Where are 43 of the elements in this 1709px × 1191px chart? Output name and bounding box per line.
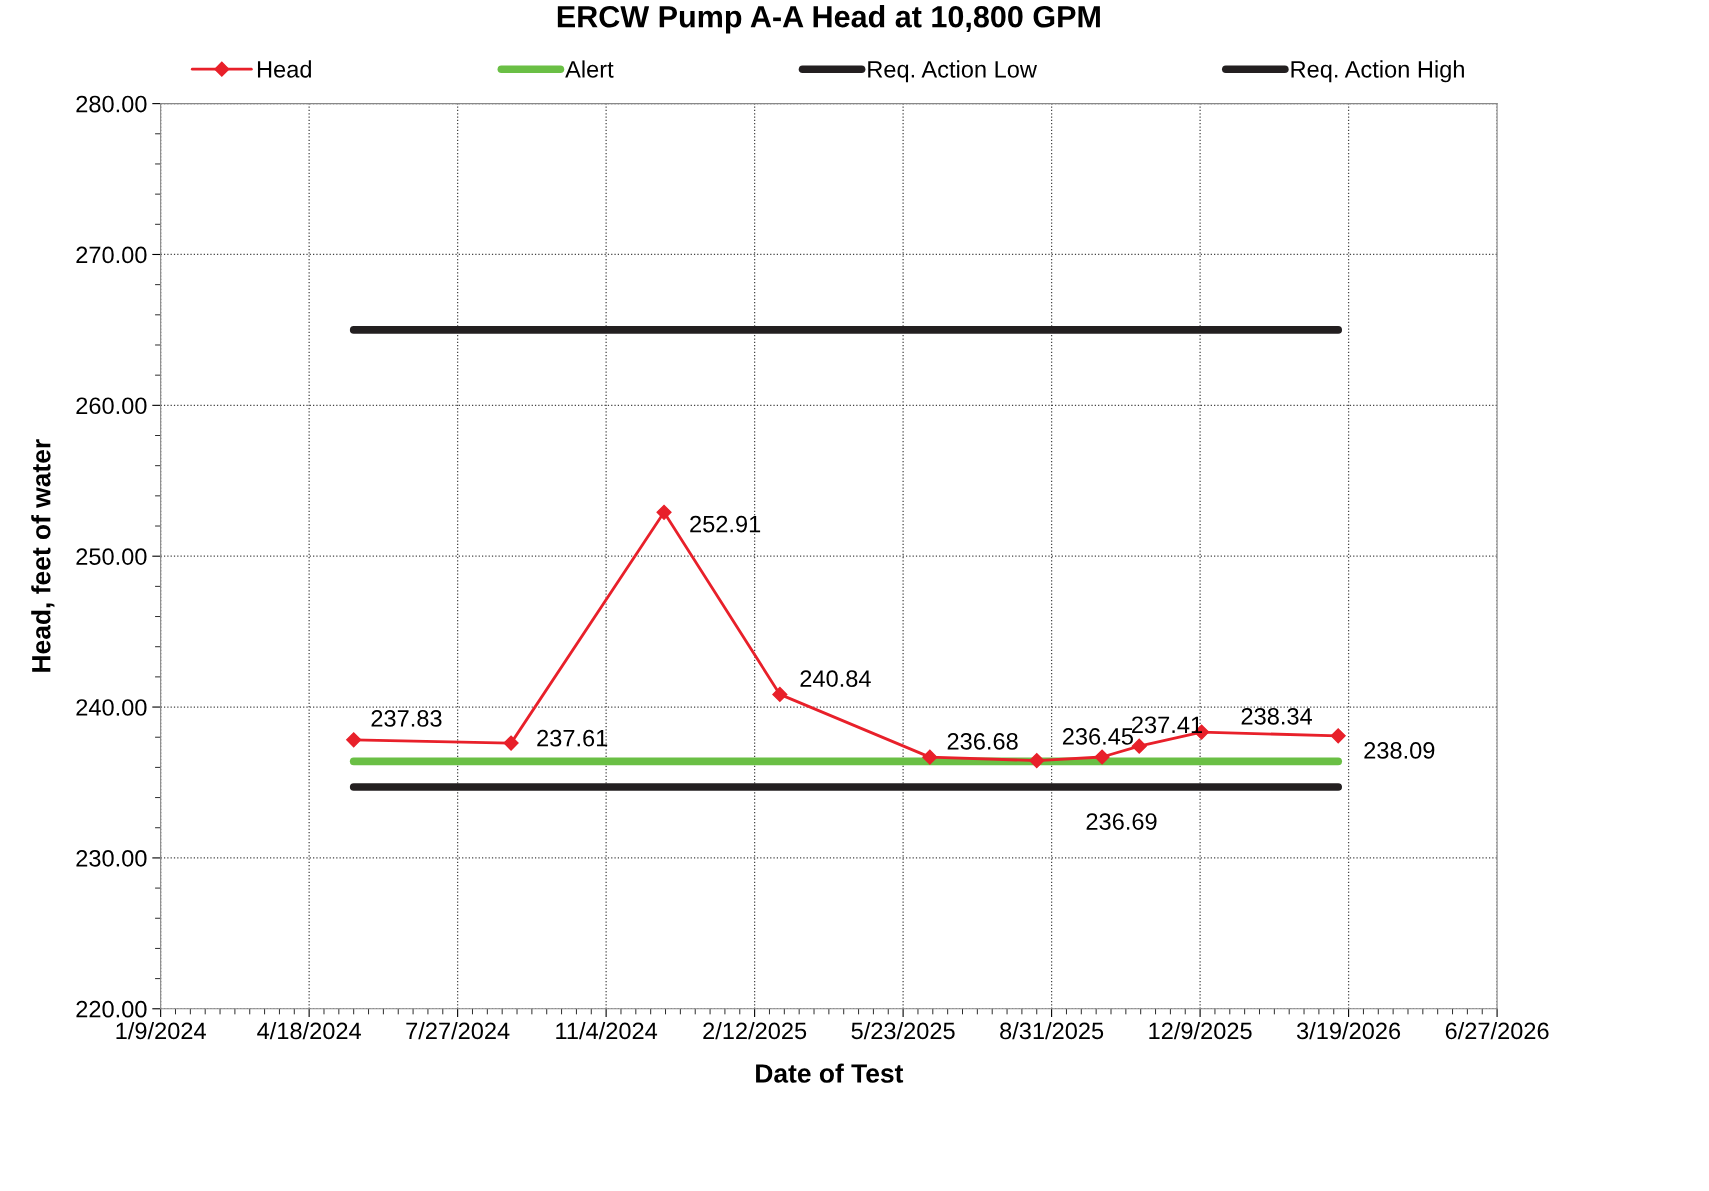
data-label: 238.34 bbox=[1241, 707, 1312, 725]
x-tick-label: 12/9/2025 bbox=[1149, 1021, 1252, 1040]
x-tick-label: 7/27/2024 bbox=[406, 1021, 510, 1040]
point bbox=[503, 735, 519, 751]
y-tick-label: 250.00 bbox=[76, 548, 147, 565]
x-tick-label: 6/27/2026 bbox=[1445, 1021, 1549, 1040]
data-label: 236.45 bbox=[1062, 728, 1133, 745]
legend-label: Req. Action High bbox=[1291, 60, 1464, 83]
x-tick-label: 2/12/2025 bbox=[703, 1021, 807, 1040]
chart-title: ERCW Pump A-A Head at 10,800 GPM bbox=[557, 5, 1100, 34]
data-label: 236.68 bbox=[947, 732, 1018, 750]
x-axis-title: Date of Test bbox=[756, 1063, 904, 1083]
data-label: 237.83 bbox=[371, 710, 442, 727]
x-tick-label: 8/31/2025 bbox=[1000, 1021, 1104, 1040]
point bbox=[656, 504, 672, 520]
point bbox=[922, 749, 938, 765]
y-tick-label: 240.00 bbox=[76, 699, 147, 716]
y-tick-label: 260.00 bbox=[76, 397, 147, 415]
y-axis-title: Head, feet of water bbox=[31, 439, 55, 672]
point bbox=[772, 686, 788, 702]
data-label: 252.91 bbox=[690, 515, 761, 533]
x-tick-label: 11/4/2024 bbox=[556, 1021, 658, 1040]
point bbox=[1094, 749, 1110, 765]
y-tick-label: 230.00 bbox=[76, 849, 147, 867]
legend-label: Head bbox=[257, 60, 311, 78]
point bbox=[1131, 738, 1147, 754]
legend-label: Req. Action Low bbox=[868, 60, 1037, 83]
x-tick-label: 4/18/2024 bbox=[257, 1021, 361, 1040]
x-tick-label: 5/23/2025 bbox=[851, 1021, 955, 1040]
legend-label: Alert bbox=[565, 60, 614, 78]
point bbox=[1029, 753, 1045, 769]
data-label: 237.41 bbox=[1132, 716, 1202, 734]
x-tick-label: 3/19/2026 bbox=[1296, 1021, 1401, 1040]
data-label: 238.09 bbox=[1364, 742, 1435, 759]
y-tick-label: 270.00 bbox=[76, 246, 147, 264]
data-label: 240.84 bbox=[800, 670, 871, 687]
x-tick-label: 1/9/2024 bbox=[116, 1021, 206, 1040]
data-label: 236.69 bbox=[1086, 813, 1157, 830]
y-tick-label: 280.00 bbox=[76, 95, 147, 113]
y-tick-label: 220.00 bbox=[76, 1000, 147, 1018]
point bbox=[1330, 728, 1346, 744]
data-label: 237.61 bbox=[537, 729, 608, 747]
point bbox=[346, 732, 362, 748]
